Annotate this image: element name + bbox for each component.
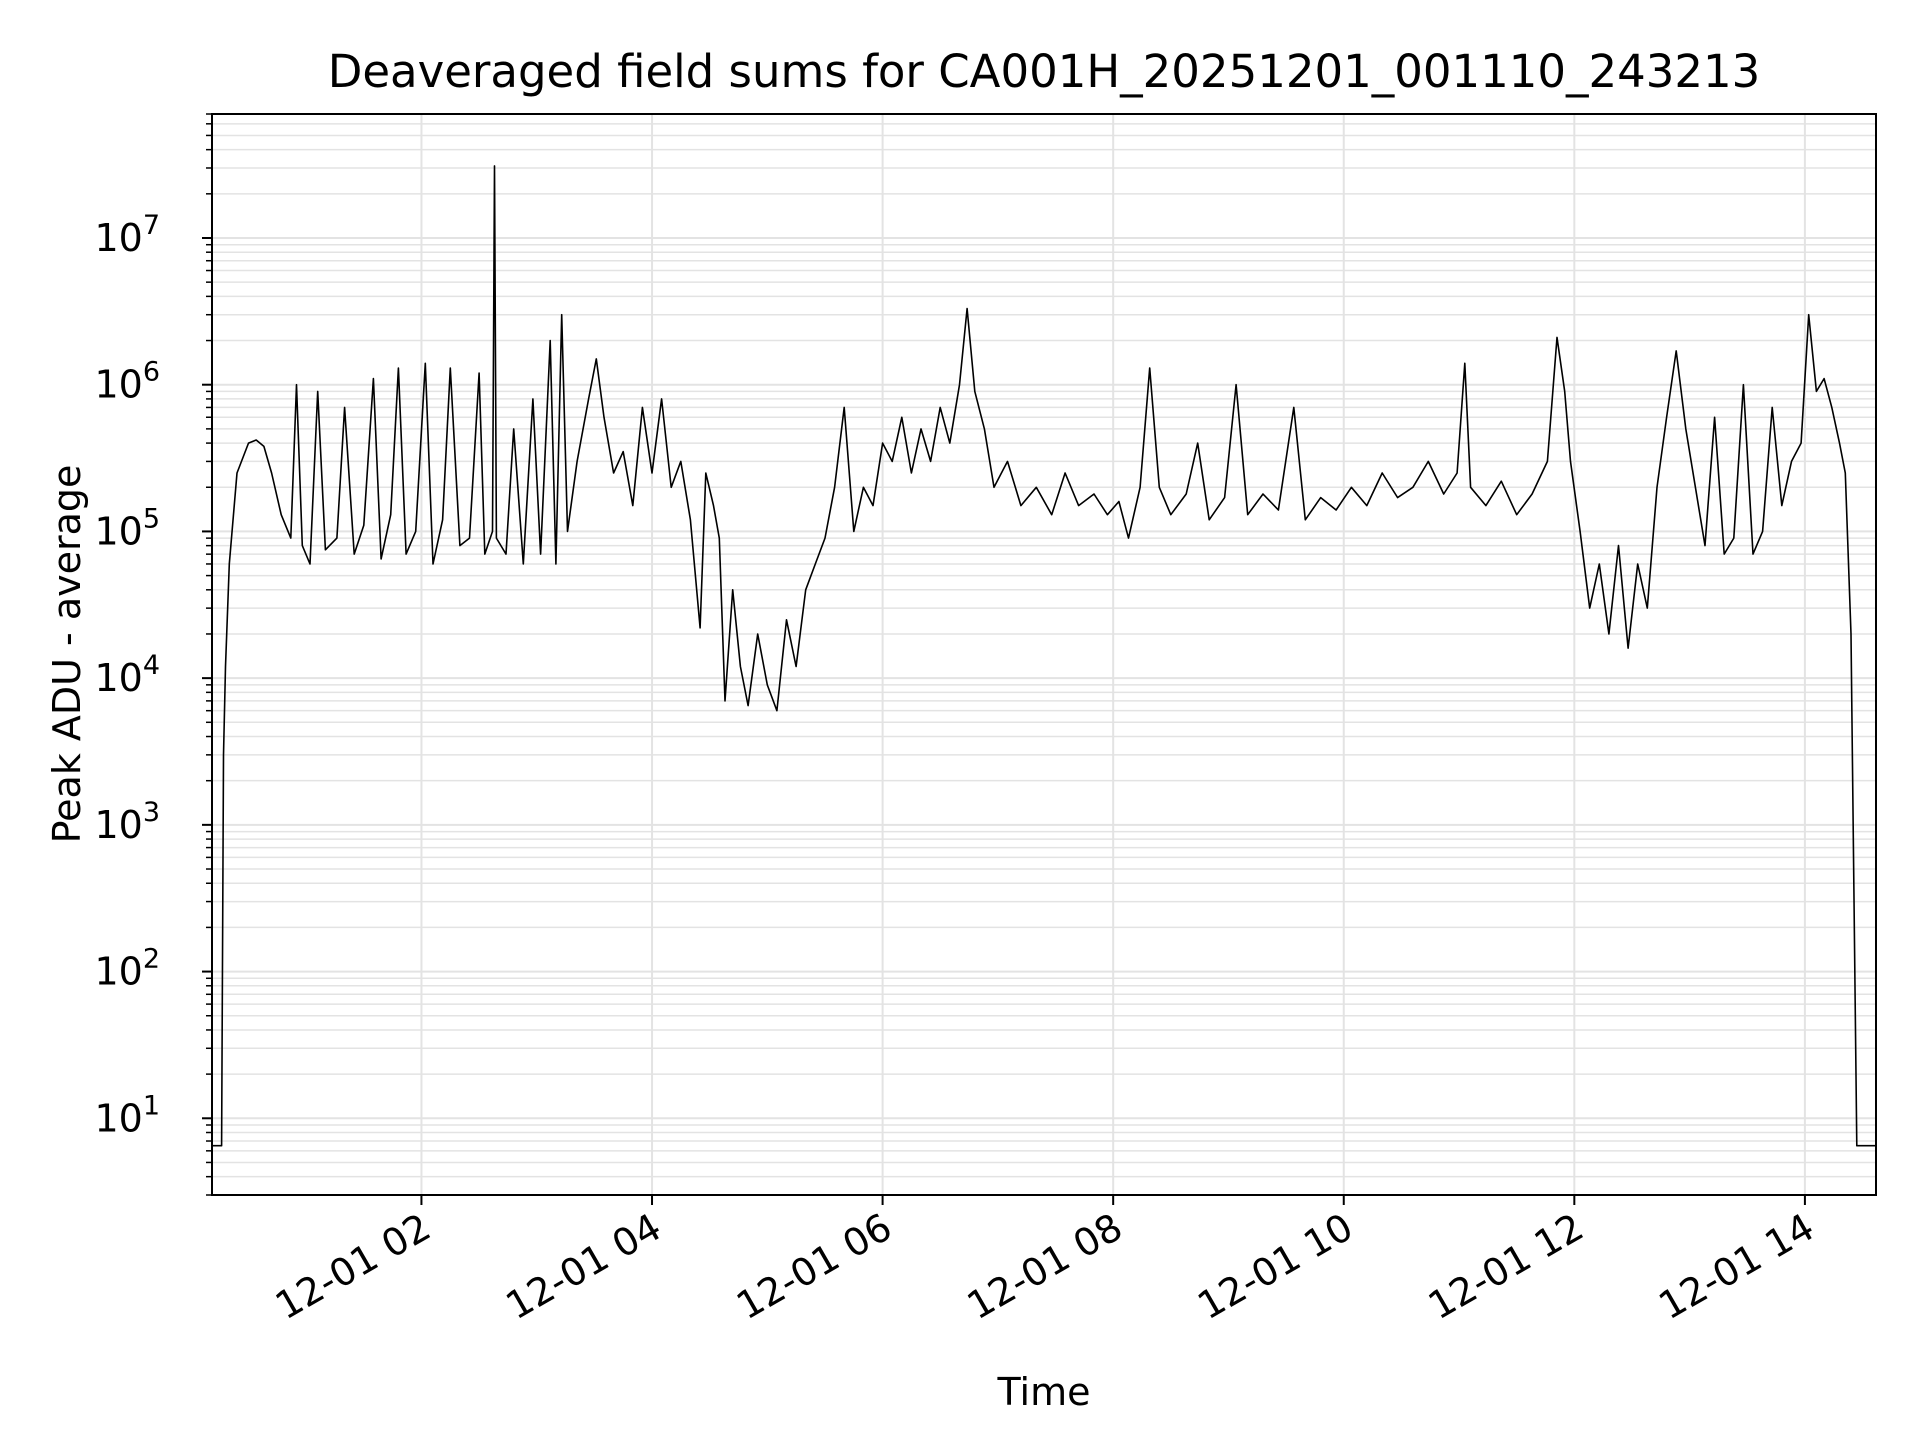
x-axis-label: Time <box>997 1370 1091 1414</box>
y-tick-label: 105 <box>94 503 160 553</box>
y-tick-label: 106 <box>94 357 160 407</box>
y-axis-ticks: 101 102 103 104 105 106 107 <box>94 210 212 1140</box>
y-minor-ticks <box>206 113 212 1196</box>
y-tick-label: 103 <box>94 797 160 847</box>
y-tick-label: 107 <box>94 210 160 260</box>
y-tick-label: 101 <box>94 1090 160 1140</box>
y-tick-label: 104 <box>94 650 160 700</box>
y-tick-label: 102 <box>94 944 160 994</box>
chart-title: Deaveraged field sums for CA001H_2025120… <box>328 45 1761 98</box>
x-gridlines <box>420 114 1806 1195</box>
series-line <box>212 165 1876 1147</box>
plot-frame <box>211 113 1877 1196</box>
major-y-gridlines <box>212 236 1876 1120</box>
y-axis-label: Peak ADU - average <box>45 465 89 844</box>
